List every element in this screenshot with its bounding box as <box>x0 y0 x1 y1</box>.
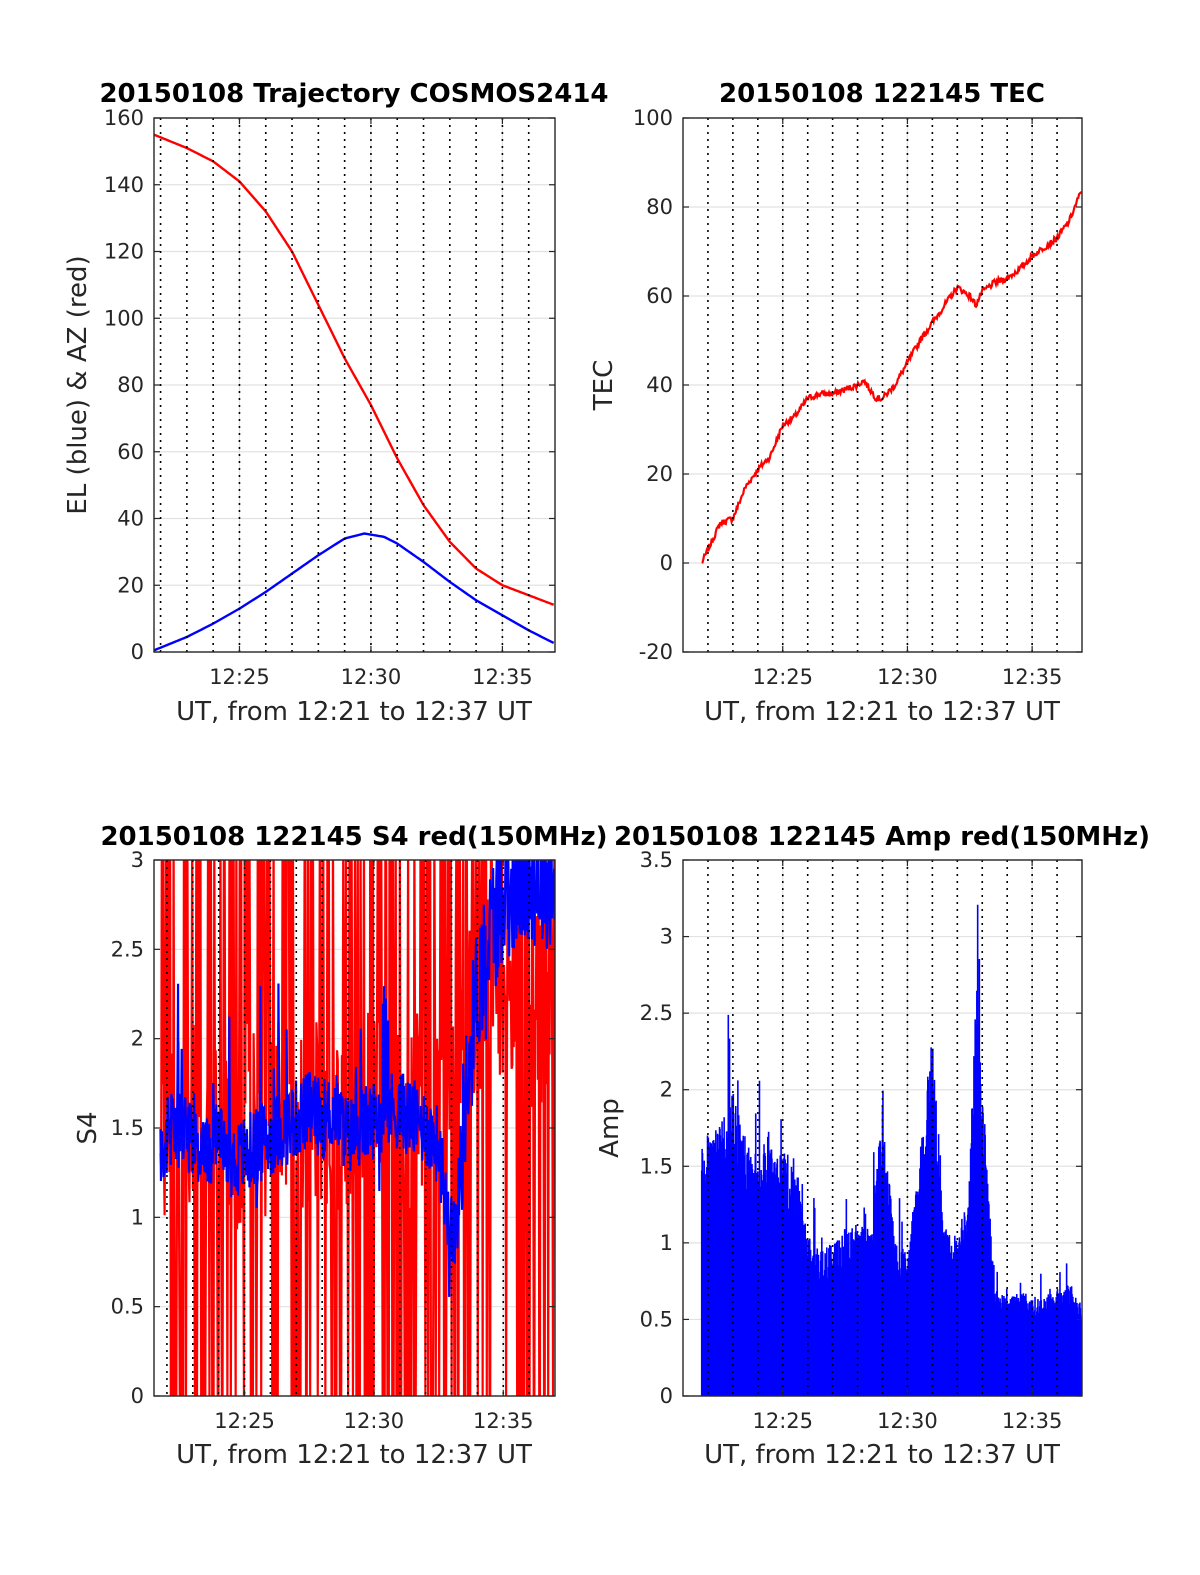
x-axis-label: UT, from 12:21 to 12:37 UT <box>704 697 1060 727</box>
panel-trajectory: 0 20 40 60 80 100 120 140 160 12:25 12:30 12:35 2015… <box>63 79 609 727</box>
x-tick-label: 12:30 <box>877 665 938 689</box>
series-line <box>701 191 1082 564</box>
x-tick-label: 12:25 <box>752 665 813 689</box>
axes-box <box>682 859 1083 1397</box>
chart-title: 20150108 122145 S4 red(150MHz) <box>100 822 607 852</box>
x-tick-label: 12:35 <box>1002 1409 1063 1433</box>
series-line <box>154 532 555 652</box>
y-tick-label: 120 <box>104 240 144 264</box>
y-tick-label: 2.5 <box>111 937 144 961</box>
y-tick-label: 1 <box>660 1231 673 1255</box>
y-axis-label: S4 <box>73 1111 103 1144</box>
y-axis-label: EL (blue) & AZ (red) <box>63 255 93 514</box>
series-group <box>159 860 555 1396</box>
x-tick-label: 12:30 <box>344 1409 405 1433</box>
y-tick-label: 3.5 <box>640 848 673 872</box>
y-tick-label: 140 <box>104 173 144 197</box>
x-tick-label: 12:30 <box>341 665 402 689</box>
y-tick-label: 20 <box>646 462 673 486</box>
series-group <box>700 904 1082 1396</box>
y-tick-label: 100 <box>633 106 673 130</box>
x-axis-label: UT, from 12:21 to 12:37 UT <box>176 1440 532 1470</box>
y-tick-label: 0 <box>660 1384 673 1408</box>
y-tick-label: 0 <box>131 1384 144 1408</box>
y-tick-label: 2 <box>660 1078 673 1102</box>
series-group <box>154 133 555 652</box>
chart-title: 20150108 Trajectory COSMOS2414 <box>99 79 608 109</box>
y-tick-label: 160 <box>104 106 144 130</box>
x-axis-label: UT, from 12:21 to 12:37 UT <box>704 1440 1060 1470</box>
y-tick-label: 2.5 <box>640 1001 673 1025</box>
x-tick-label: 12:35 <box>473 1409 534 1433</box>
y-tick-label: 80 <box>646 195 673 219</box>
x-tick-label: 12:30 <box>877 1409 938 1433</box>
y-tick-label: 40 <box>117 507 144 531</box>
y-tick-label: 3 <box>660 925 673 949</box>
y-tick-label: 1 <box>131 1205 144 1229</box>
y-tick-label: 60 <box>646 284 673 308</box>
y-tick-label: 3 <box>131 848 144 872</box>
series-group <box>701 191 1082 564</box>
panel-tec: -20 0 20 40 60 80 100 12:25 12:30 12:35 20150108 1… <box>589 79 1083 727</box>
chart-title: 20150108 122145 Amp red(150MHz) <box>614 822 1150 852</box>
panel-s4: 0 0.5 1 1.5 2 2.5 3 12:25 12:30 12:35 20150108 122… <box>73 822 608 1470</box>
y-tick-label: 1.5 <box>640 1154 673 1178</box>
series-line <box>159 860 555 1297</box>
x-tick-label: 12:25 <box>209 665 270 689</box>
x-tick-label: 12:35 <box>472 665 533 689</box>
panel-amp: 0 0.5 1 1.5 2 2.5 3 3.5 12:25 12:30 12:35 20150108 … <box>595 822 1150 1470</box>
y-tick-label: 0 <box>660 551 673 575</box>
y-tick-label: 100 <box>104 306 144 330</box>
y-tick-label: 20 <box>117 573 144 597</box>
x-tick-label: 12:25 <box>752 1409 813 1433</box>
y-tick-label: 0 <box>131 640 144 664</box>
y-tick-label: 1.5 <box>111 1116 144 1140</box>
y-axis-label: Amp <box>595 1098 625 1158</box>
y-tick-label: 60 <box>117 440 144 464</box>
y-tick-label: 80 <box>117 373 144 397</box>
y-axis-label: TEC <box>589 360 619 411</box>
series-line <box>154 133 555 606</box>
y-tick-label: 2 <box>131 1027 144 1051</box>
y-tick-label: 0.5 <box>111 1295 144 1319</box>
y-tick-label: 40 <box>646 373 673 397</box>
x-tick-label: 12:25 <box>214 1409 275 1433</box>
x-tick-label: 12:35 <box>1002 665 1063 689</box>
y-tick-label: -20 <box>639 640 673 664</box>
y-tick-label: 0.5 <box>640 1307 673 1331</box>
chart-title: 20150108 122145 TEC <box>719 79 1045 109</box>
x-axis-label: UT, from 12:21 to 12:37 UT <box>176 697 532 727</box>
